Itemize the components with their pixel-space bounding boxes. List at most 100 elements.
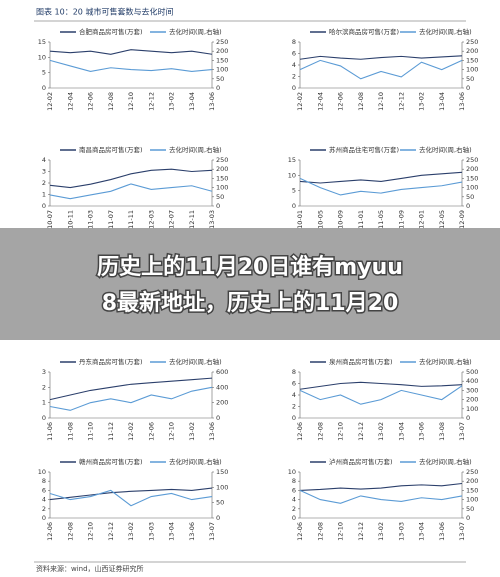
y2-tick-label: 100 bbox=[216, 184, 228, 192]
y2-tick-label: 600 bbox=[216, 368, 228, 376]
legend-label: 去化时间(周,右轴) bbox=[419, 27, 472, 36]
x-tick-label: 12-08 bbox=[316, 522, 324, 541]
x-tick-label: 12-08 bbox=[66, 522, 74, 541]
x-tick-label: 13-02 bbox=[127, 522, 135, 541]
x-tick-label: 12-12 bbox=[397, 92, 405, 111]
legend-label: 哈尔滨商品房可售(万套) bbox=[329, 27, 399, 36]
x-tick-label: 12-08 bbox=[107, 92, 115, 111]
y-tick-label: 8 bbox=[292, 368, 296, 376]
series-line bbox=[49, 377, 213, 401]
x-tick-label: 13-04 bbox=[397, 422, 405, 441]
x-tick-label: 13-02 bbox=[418, 92, 426, 111]
x-tick-label: 13-07 bbox=[458, 422, 466, 441]
y-tick-label: 15 bbox=[288, 156, 296, 164]
legend-label: 去化时间(周,右轴) bbox=[169, 457, 222, 466]
legend-label: 苏州商品住宅可售(万套) bbox=[329, 145, 399, 154]
x-tick-label: 12-10 bbox=[377, 92, 385, 111]
series-line bbox=[299, 381, 463, 390]
x-tick-label: 12-06 bbox=[147, 422, 155, 441]
y-tick-label: 6 bbox=[292, 50, 296, 58]
figure-title: 图表 10：20 城市可售套数与去化时间 bbox=[36, 7, 173, 17]
x-tick-label: 12-12 bbox=[107, 522, 115, 541]
y2-tick-label: 50 bbox=[466, 75, 474, 83]
y2-tick-label: 0 bbox=[216, 84, 220, 92]
x-tick-label: 13-04 bbox=[168, 522, 176, 541]
series-line bbox=[49, 168, 213, 189]
y2-tick-label: 100 bbox=[466, 496, 478, 504]
legend-label: 去化时间(周,右轴) bbox=[169, 27, 222, 36]
x-tick-label: 10-05 bbox=[316, 210, 324, 229]
x-tick-label: 12-02 bbox=[46, 92, 54, 111]
y2-tick-label: 250 bbox=[216, 156, 228, 164]
y2-tick-label: 100 bbox=[466, 66, 478, 74]
y-tick-label: 10 bbox=[38, 468, 46, 476]
series-line bbox=[299, 59, 463, 80]
x-tick-label: 13-02 bbox=[377, 522, 385, 541]
legend-label: 去化时间(周,右轴) bbox=[169, 357, 222, 366]
y-tick-label: 6 bbox=[292, 486, 296, 494]
x-tick-label: 10-01 bbox=[296, 210, 304, 229]
y-tick-label: 4 bbox=[42, 156, 46, 164]
x-tick-label: 11-08 bbox=[66, 422, 74, 441]
series-line bbox=[49, 183, 213, 200]
x-tick-label: 12-10 bbox=[168, 422, 176, 441]
x-tick-label: 11-11 bbox=[127, 210, 135, 229]
y2-tick-label: 400 bbox=[466, 377, 478, 385]
y-tick-label: 5 bbox=[292, 187, 296, 195]
x-tick-label: 12-08 bbox=[357, 92, 365, 111]
x-tick-label: 10-09 bbox=[337, 210, 345, 229]
y2-tick-label: 100 bbox=[216, 66, 228, 74]
y2-tick-label: 50 bbox=[216, 75, 224, 83]
y2-tick-label: 200 bbox=[216, 165, 228, 173]
y2-tick-label: 0 bbox=[466, 414, 470, 422]
x-tick-label: 11-10 bbox=[87, 422, 95, 441]
y-tick-label: 2 bbox=[42, 179, 46, 187]
y2-tick-label: 200 bbox=[466, 165, 478, 173]
x-tick-label: 13-02 bbox=[168, 92, 176, 111]
y-tick-label: 15 bbox=[38, 38, 46, 46]
y2-tick-label: 250 bbox=[466, 38, 478, 46]
y-tick-label: 0 bbox=[42, 84, 46, 92]
x-tick-label: 11-12 bbox=[107, 422, 115, 441]
y2-tick-label: 200 bbox=[466, 396, 478, 404]
x-tick-label: 13-07 bbox=[458, 522, 466, 541]
y2-tick-label: 100 bbox=[466, 184, 478, 192]
banner-text: 8最新地址，历史上的11月20 bbox=[102, 290, 399, 316]
banner bbox=[0, 228, 500, 340]
y-tick-label: 4 bbox=[292, 391, 296, 399]
y2-tick-label: 250 bbox=[466, 156, 478, 164]
y-tick-label: 1 bbox=[42, 399, 46, 407]
y2-tick-label: 200 bbox=[216, 47, 228, 55]
legend-label: 南昌商品房可售(万套) bbox=[79, 145, 143, 154]
y2-tick-label: 150 bbox=[216, 468, 228, 476]
x-tick-label: 11-06 bbox=[46, 422, 54, 441]
y-tick-label: 0 bbox=[42, 202, 46, 210]
x-tick-label: 11-05 bbox=[377, 210, 385, 229]
series-line bbox=[299, 489, 463, 504]
x-tick-label: 11-09 bbox=[397, 210, 405, 229]
x-tick-label: 13-04 bbox=[188, 92, 196, 111]
x-tick-label: 12-12 bbox=[357, 522, 365, 541]
y2-tick-label: 150 bbox=[466, 174, 478, 182]
x-tick-label: 12-10 bbox=[337, 422, 345, 441]
y2-tick-label: 0 bbox=[466, 202, 470, 210]
y-tick-label: 0 bbox=[42, 414, 46, 422]
legend-label: 合肥商品房可售(万套) bbox=[79, 27, 143, 36]
y-tick-label: 2 bbox=[292, 73, 296, 81]
x-tick-label: 13-06 bbox=[188, 522, 196, 541]
y-tick-label: 4 bbox=[292, 496, 296, 504]
y2-tick-label: 100 bbox=[466, 405, 478, 413]
y2-tick-label: 0 bbox=[216, 514, 220, 522]
x-tick-label: 12-06 bbox=[337, 92, 345, 111]
y2-tick-label: 0 bbox=[466, 514, 470, 522]
x-tick-label: 13-06 bbox=[208, 422, 216, 441]
x-tick-label: 10-07 bbox=[46, 210, 54, 229]
y-tick-label: 10 bbox=[38, 53, 46, 61]
x-tick-label: 13-04 bbox=[418, 522, 426, 541]
y2-tick-label: 400 bbox=[216, 383, 228, 391]
y-tick-label: 0 bbox=[292, 514, 296, 522]
y2-tick-label: 200 bbox=[466, 477, 478, 485]
y-tick-label: 6 bbox=[292, 380, 296, 388]
y-tick-label: 0 bbox=[292, 414, 296, 422]
